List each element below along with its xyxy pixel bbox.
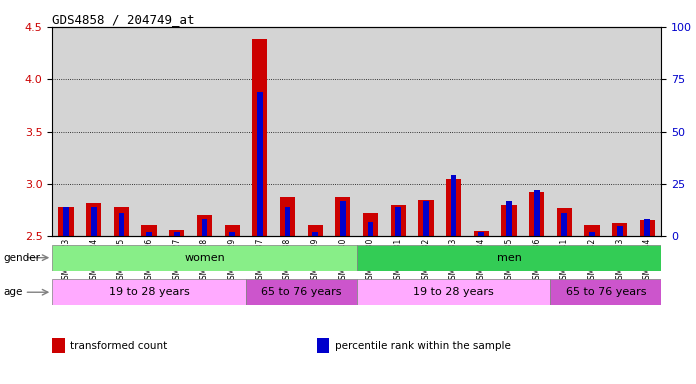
Bar [340,200,346,236]
Bar [52,245,356,271]
Bar [640,220,655,236]
Bar [313,232,318,236]
Bar [534,190,539,236]
Bar [58,207,74,236]
Bar [363,213,378,236]
Bar [335,197,351,236]
Bar [285,207,290,236]
Bar [390,205,406,236]
Bar [252,40,267,236]
Bar [202,219,207,236]
Bar [418,200,434,236]
Bar [478,232,484,236]
Text: percentile rank within the sample: percentile rank within the sample [335,341,511,351]
Text: men: men [496,253,521,263]
Bar [551,279,661,305]
Bar [423,200,429,236]
Text: age: age [3,287,23,297]
Bar [63,207,69,236]
Text: 65 to 76 years: 65 to 76 years [261,287,342,297]
Bar [229,232,235,236]
Text: 19 to 28 years: 19 to 28 years [109,287,189,297]
Bar [585,225,600,236]
Bar [225,225,239,236]
Bar [197,215,212,236]
Bar [446,179,461,236]
Bar [141,225,157,236]
Bar [86,203,102,236]
Bar [246,279,356,305]
Bar [501,205,516,236]
Bar [52,279,246,305]
Bar [174,232,180,236]
Bar [644,219,650,236]
Bar [612,223,627,236]
Text: 65 to 76 years: 65 to 76 years [566,287,646,297]
Bar [529,192,544,236]
Bar [356,245,661,271]
Bar [356,279,551,305]
Bar [169,230,184,236]
Text: transformed count: transformed count [70,341,168,351]
Text: gender: gender [3,253,40,263]
Text: women: women [184,253,225,263]
Bar [113,207,129,236]
Bar [118,213,125,236]
Bar [557,208,572,236]
Bar [617,226,622,236]
Bar [562,213,567,236]
Text: 19 to 28 years: 19 to 28 years [413,287,494,297]
Bar [395,207,401,236]
Bar [367,222,374,236]
Bar [91,207,97,236]
Text: GDS4858 / 204749_at: GDS4858 / 204749_at [52,13,195,26]
Bar [474,231,489,236]
Bar [257,92,262,236]
Bar [451,175,457,236]
Bar [308,225,323,236]
Bar [589,232,595,236]
Bar [506,200,512,236]
Bar [146,232,152,236]
Bar [280,197,295,236]
